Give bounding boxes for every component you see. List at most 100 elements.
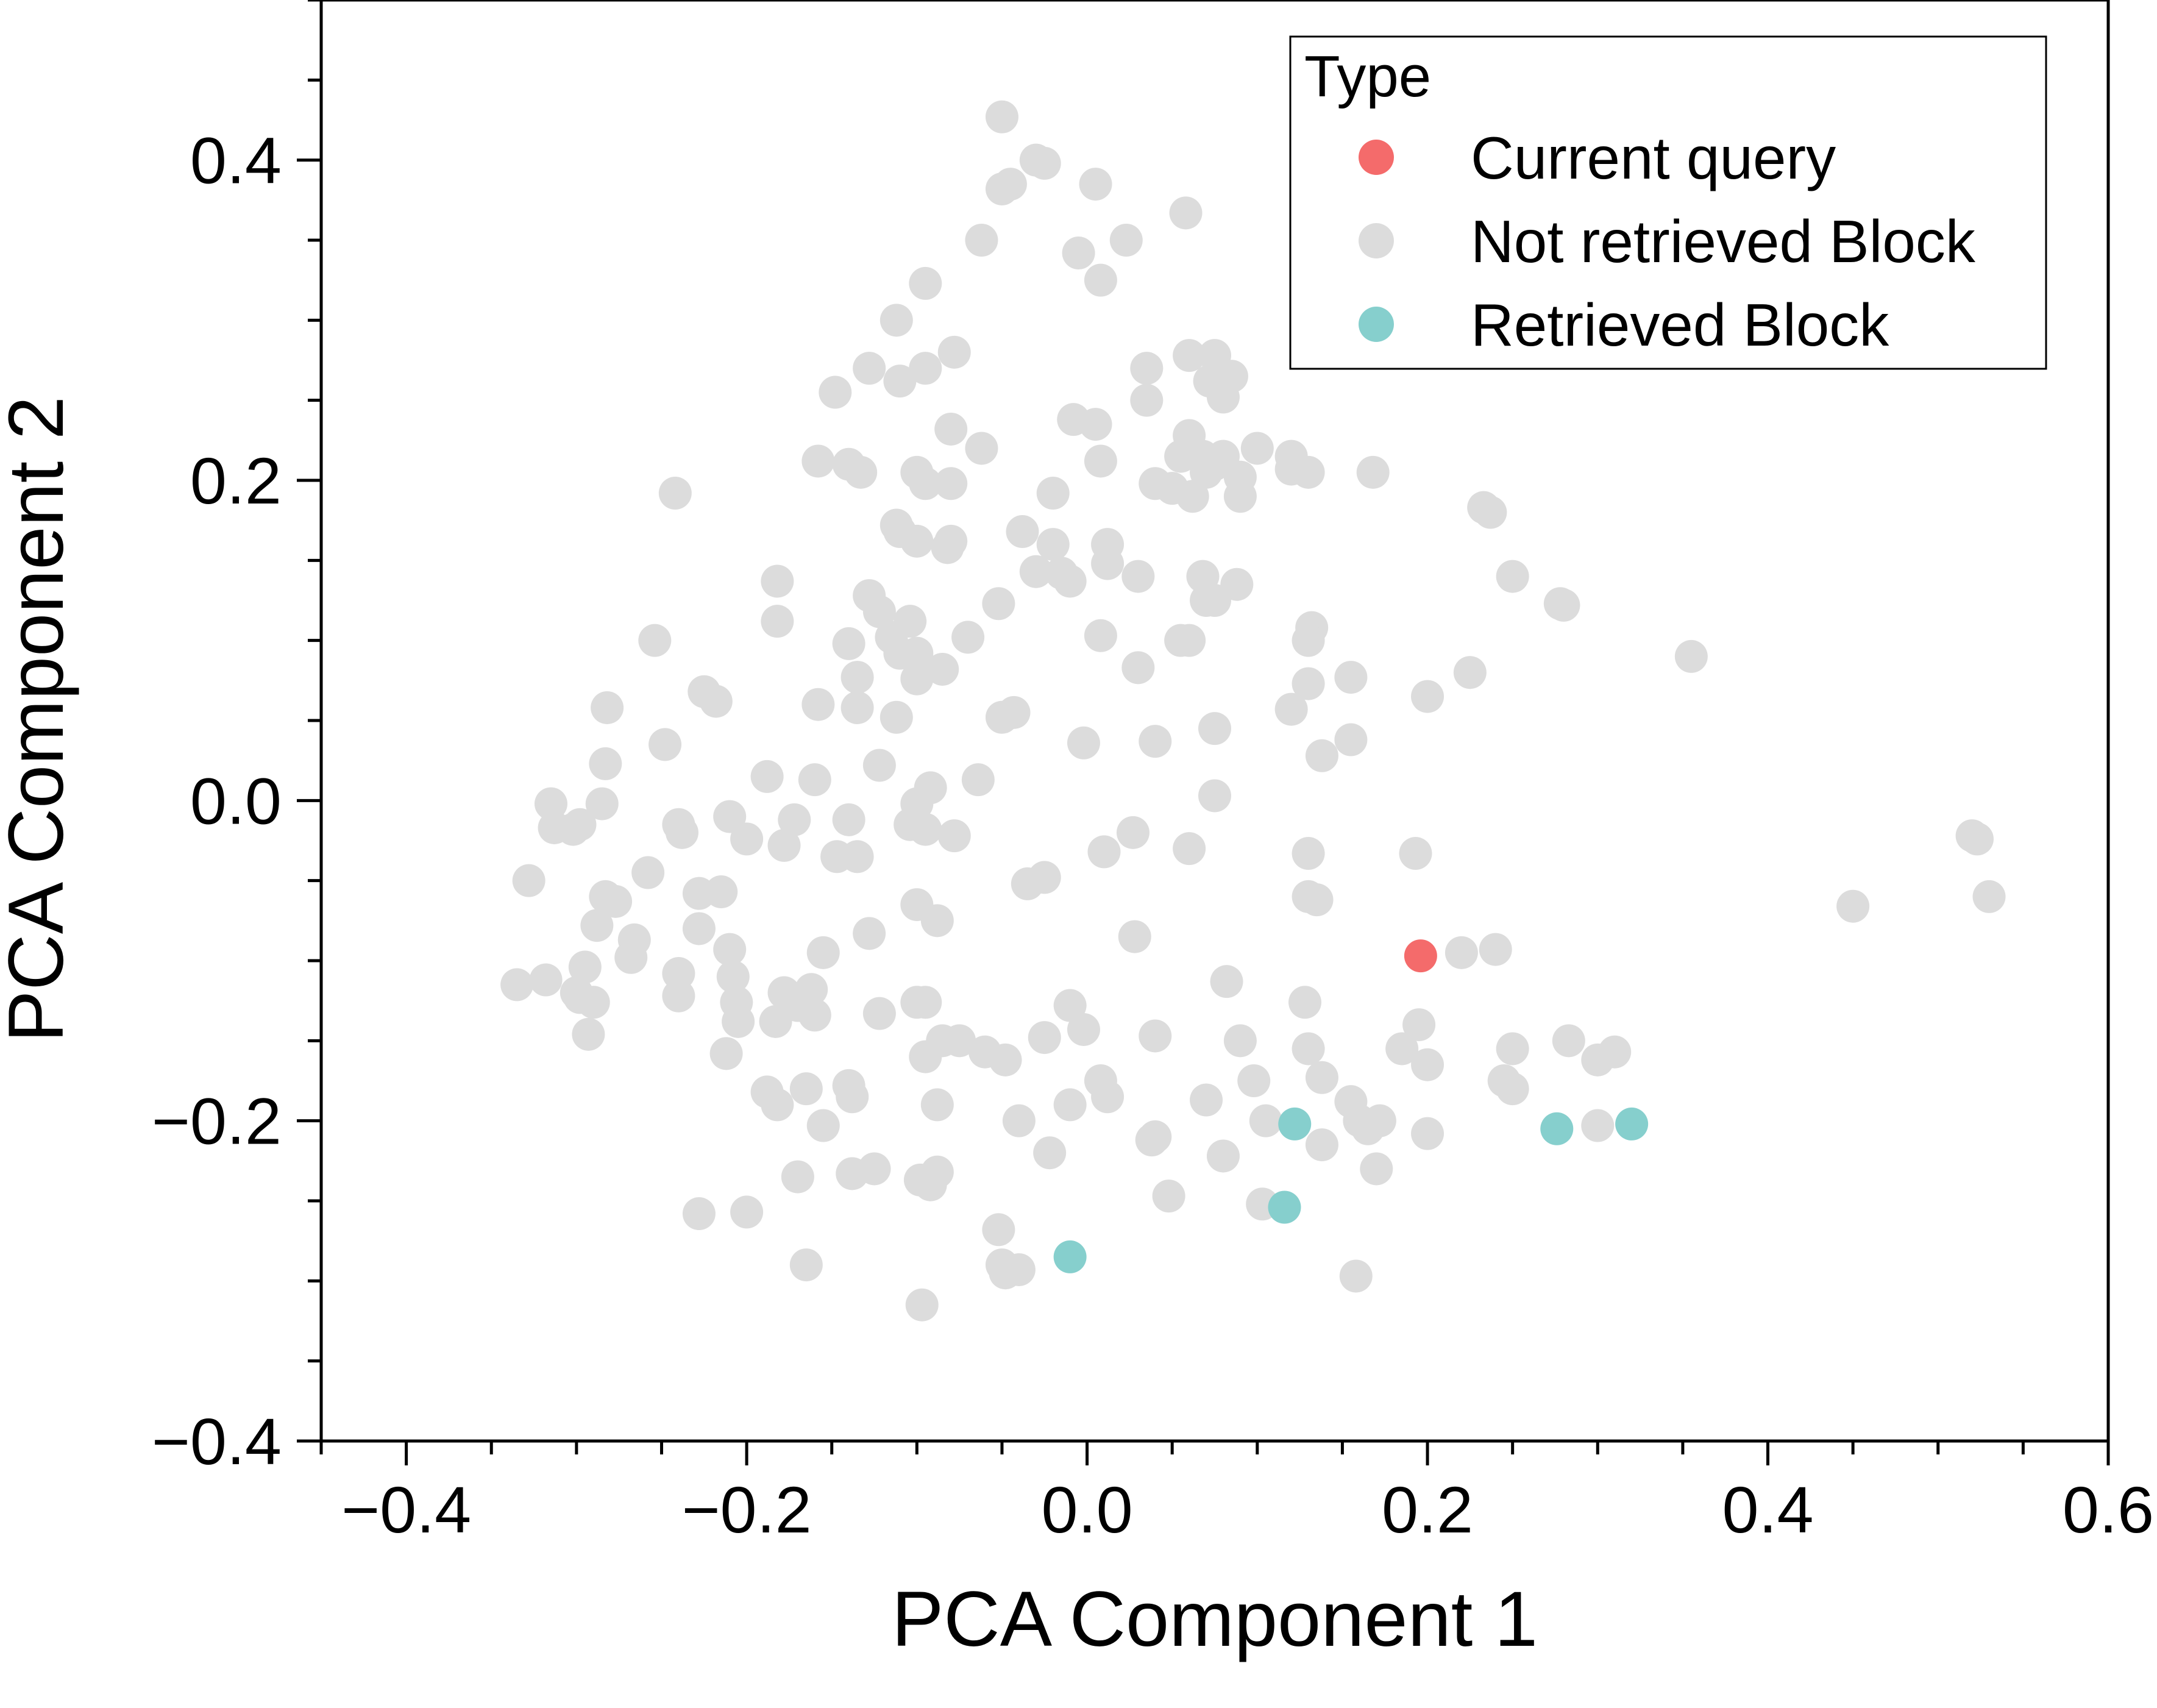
not-retrieved-block-point [798, 763, 831, 797]
not-retrieved-block-point [900, 524, 934, 558]
not-retrieved-block-point [1445, 936, 1478, 969]
not-retrieved-block-point [1334, 661, 1368, 694]
not-retrieved-block-point [1552, 1024, 1585, 1058]
not-retrieved-block-point [1474, 496, 1507, 529]
not-retrieved-block-point [862, 595, 896, 628]
not-retrieved-block-point [649, 728, 682, 761]
retrieved-block-point [1053, 1240, 1087, 1273]
not-retrieved-block-point [500, 968, 534, 1002]
not-retrieved-block-point [1084, 444, 1117, 478]
not-retrieved-block-point [909, 813, 942, 846]
not-retrieved-block-point [1385, 1032, 1419, 1066]
not-retrieved-block-point [1292, 837, 1325, 870]
not-retrieved-block-point [965, 224, 998, 257]
y-tick-label: 0.4 [190, 124, 282, 197]
not-retrieved-block-point [1300, 883, 1334, 917]
not-retrieved-block-point [563, 808, 597, 841]
not-retrieved-block-point [1360, 1152, 1393, 1186]
not-retrieved-block-point [1292, 1032, 1325, 1066]
not-retrieved-block-point [1002, 1104, 1036, 1137]
not-retrieved-block-point [1411, 1117, 1445, 1150]
not-retrieved-block-point [1139, 1019, 1172, 1053]
not-retrieved-block-point [1079, 408, 1112, 441]
not-retrieved-block-point [1190, 1083, 1223, 1117]
not-retrieved-block-point [1139, 725, 1172, 758]
not-retrieved-block-point [1109, 224, 1143, 257]
not-retrieved-block-point [662, 979, 695, 1012]
not-retrieved-block-point [761, 564, 794, 598]
legend: Type Current query Not retrieved Block Ret… [1289, 35, 2047, 370]
not-retrieved-block-point [1084, 619, 1117, 652]
not-retrieved-block-point [713, 800, 747, 833]
y-axis-title: PCA Component 2 [0, 396, 80, 1042]
not-retrieved-block-point [1033, 1136, 1067, 1170]
legend-box [1289, 35, 2047, 370]
not-retrieved-block-point [1547, 588, 1580, 622]
not-retrieved-block-point [819, 375, 852, 409]
x-tick-label: 0.4 [1722, 1473, 1813, 1546]
not-retrieved-block-point [1173, 624, 1206, 657]
not-retrieved-block-point [1028, 1021, 1061, 1055]
not-retrieved-block-point [937, 335, 971, 369]
not-retrieved-block-point [853, 352, 886, 385]
not-retrieved-block-point [1116, 816, 1150, 849]
not-retrieved-block-point [1411, 680, 1445, 713]
not-retrieved-block-point [730, 822, 764, 856]
not-retrieved-block-point [880, 304, 913, 337]
not-retrieved-block-point [934, 467, 968, 500]
not-retrieved-block-point [1130, 383, 1164, 417]
not-retrieved-block-point [638, 624, 672, 657]
not-retrieved-block-point [1087, 835, 1121, 869]
not-retrieved-block-point [1084, 263, 1117, 297]
not-retrieved-block-point [1036, 477, 1070, 510]
not-retrieved-block-point [909, 986, 942, 1019]
not-retrieved-block-point [665, 816, 698, 849]
x-tick-label: −0.4 [341, 1473, 471, 1546]
not-retrieved-block-point [862, 749, 896, 782]
not-retrieved-block-point [806, 936, 840, 969]
not-retrieved-block-point [1305, 739, 1338, 772]
not-retrieved-block-point [1411, 1048, 1445, 1081]
not-retrieved-block-point [1173, 832, 1206, 866]
not-retrieved-block-point [985, 172, 1018, 205]
x-axis-title: PCA Component 1 [892, 1576, 1538, 1663]
not-retrieved-block-point [909, 352, 942, 385]
not-retrieved-block-point [577, 986, 610, 1019]
not-retrieved-block-point [778, 803, 811, 836]
x-tick-label: 0.0 [1042, 1473, 1133, 1546]
not-retrieved-block-point [512, 864, 545, 897]
not-retrieved-block-point [832, 627, 865, 660]
retrieved-block-point [1268, 1190, 1301, 1224]
not-retrieved-block-point [682, 1197, 716, 1231]
not-retrieved-block-point [599, 884, 633, 918]
not-retrieved-block-point [1152, 1180, 1185, 1213]
not-retrieved-block-point [1198, 447, 1231, 481]
not-retrieved-block-point [920, 1088, 954, 1122]
not-retrieved-block-point [614, 941, 648, 974]
not-retrieved-block-point [985, 100, 1018, 133]
not-retrieved-block-point [1496, 1032, 1529, 1066]
not-retrieved-block-point [1363, 1104, 1396, 1137]
not-retrieved-block-point [798, 998, 831, 1032]
not-retrieved-block-point [589, 747, 622, 780]
not-retrieved-block-point [1006, 515, 1039, 549]
not-retrieved-block-point [853, 917, 886, 950]
not-retrieved-block-point [900, 662, 934, 696]
not-retrieved-block-point [1206, 1139, 1240, 1173]
y-axis: −0.4 −0.2 0.0 0.2 0.4 [152, 0, 321, 1478]
not-retrieved-block-point [997, 696, 1031, 729]
not-retrieved-block-point [1053, 989, 1087, 1022]
not-retrieved-block-point [880, 700, 913, 734]
not-retrieved-block-point [806, 1109, 840, 1142]
not-retrieved-block-point [568, 950, 602, 984]
not-retrieved-block-point [1479, 933, 1512, 966]
not-retrieved-block-point [1118, 920, 1151, 953]
not-retrieved-block-point [836, 1080, 869, 1114]
not-retrieved-block-point [832, 803, 865, 836]
x-tick-label: 0.2 [1382, 1473, 1473, 1546]
not-retrieved-block-point [534, 787, 567, 820]
not-retrieved-block-point [858, 1152, 891, 1186]
not-retrieved-block-point [1356, 455, 1390, 489]
